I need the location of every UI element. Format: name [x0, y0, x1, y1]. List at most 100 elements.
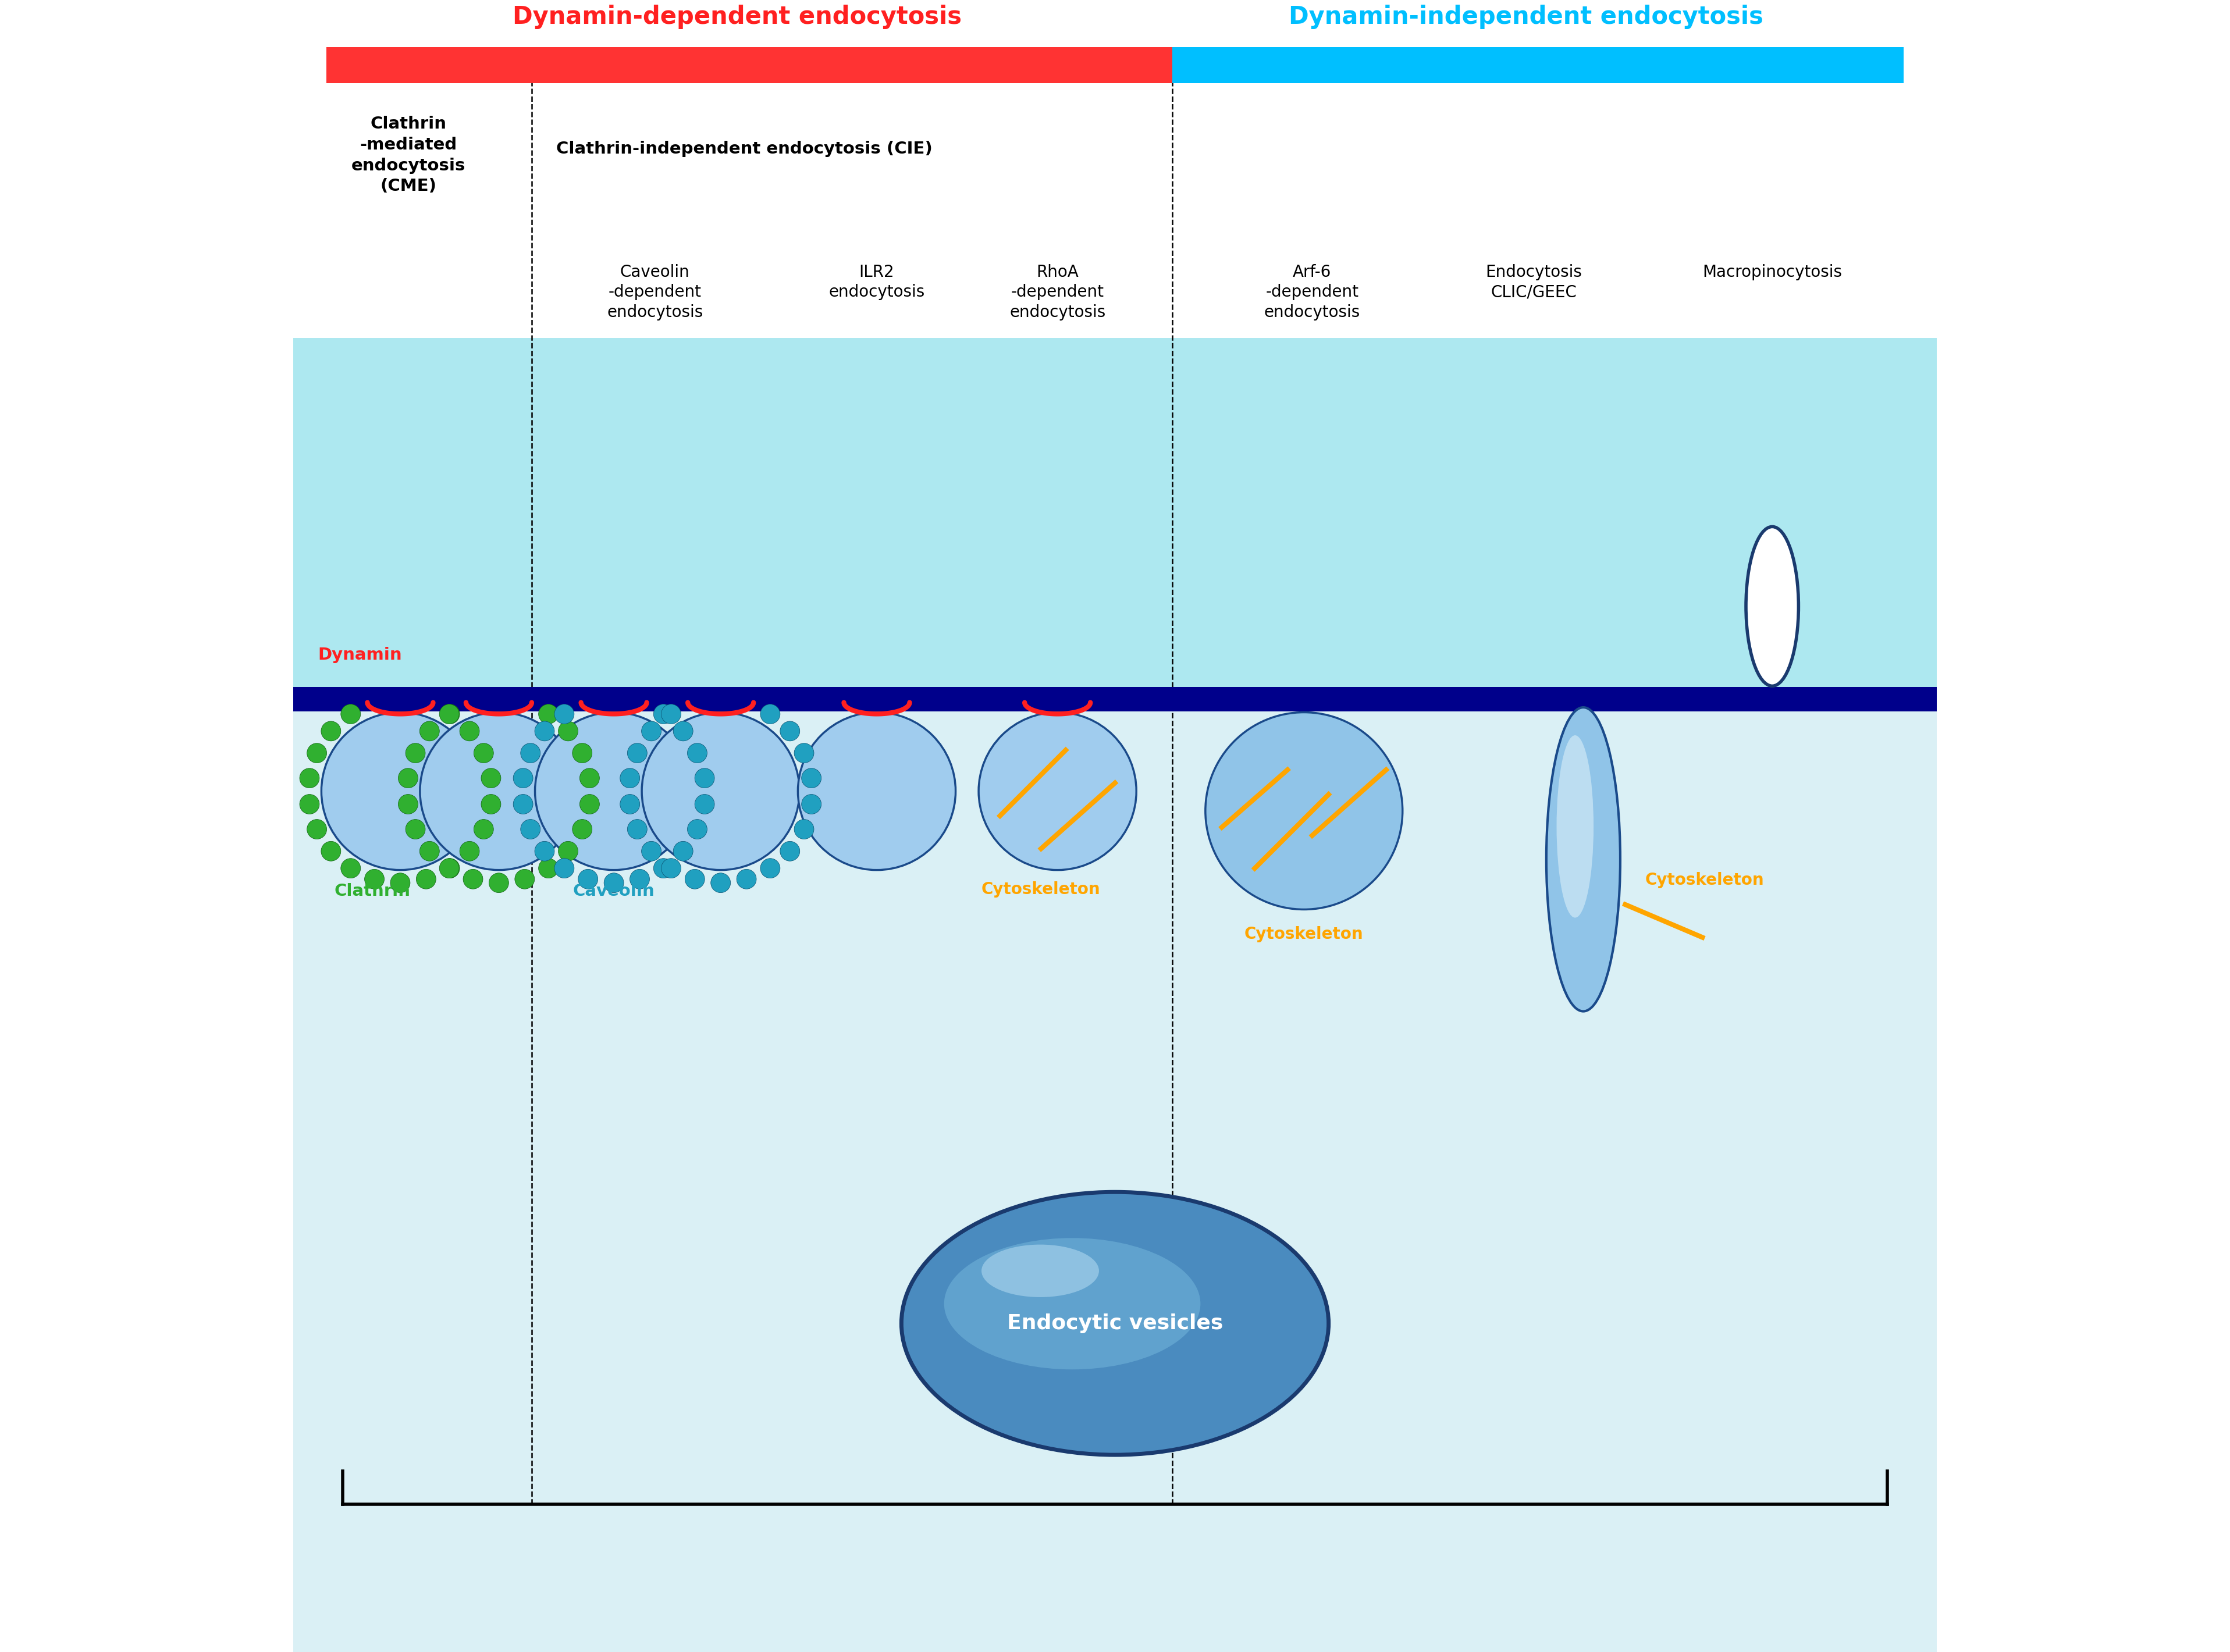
Circle shape	[696, 795, 714, 814]
Circle shape	[513, 795, 533, 814]
Circle shape	[299, 795, 319, 814]
Text: Macropinocytosis: Macropinocytosis	[1701, 264, 1842, 281]
Text: Cytoskeleton: Cytoskeleton	[981, 882, 1102, 897]
Text: Clathrin
-mediated
endocytosis
(CME): Clathrin -mediated endocytosis (CME)	[352, 116, 466, 195]
Circle shape	[662, 859, 680, 879]
Circle shape	[419, 712, 578, 871]
Circle shape	[558, 722, 578, 742]
Circle shape	[513, 768, 533, 788]
Ellipse shape	[943, 1237, 1200, 1370]
Ellipse shape	[901, 1193, 1329, 1455]
Text: Endocytosis
CLIC/GEEC: Endocytosis CLIC/GEEC	[1485, 264, 1583, 301]
Text: Endocytic vesicles: Endocytic vesicles	[1008, 1313, 1222, 1333]
Circle shape	[620, 795, 640, 814]
Ellipse shape	[981, 1244, 1099, 1297]
Bar	[1173, 46, 1904, 83]
Circle shape	[780, 841, 801, 861]
Circle shape	[419, 722, 439, 742]
Circle shape	[798, 712, 957, 871]
Circle shape	[642, 722, 662, 742]
Circle shape	[299, 768, 319, 788]
Circle shape	[558, 841, 578, 861]
Circle shape	[417, 869, 435, 889]
Circle shape	[642, 712, 801, 871]
Circle shape	[685, 869, 705, 889]
Circle shape	[801, 795, 821, 814]
Circle shape	[439, 859, 459, 879]
Circle shape	[673, 841, 694, 861]
Circle shape	[341, 859, 361, 879]
Circle shape	[642, 841, 662, 861]
Circle shape	[629, 869, 649, 889]
Circle shape	[321, 841, 341, 861]
Circle shape	[406, 819, 426, 839]
Text: Dynamin-independent endocytosis: Dynamin-independent endocytosis	[1289, 5, 1764, 28]
Circle shape	[482, 768, 502, 788]
Circle shape	[363, 869, 384, 889]
Bar	[294, 687, 1936, 712]
Text: Dynamin: Dynamin	[319, 646, 401, 662]
Circle shape	[653, 704, 673, 724]
Circle shape	[520, 819, 540, 839]
Text: ILR2
endocytosis: ILR2 endocytosis	[830, 264, 925, 301]
Circle shape	[308, 819, 328, 839]
Text: Cytoskeleton: Cytoskeleton	[1646, 872, 1764, 889]
Circle shape	[390, 872, 410, 892]
Circle shape	[473, 819, 493, 839]
Circle shape	[580, 768, 600, 788]
Text: Clathrin: Clathrin	[334, 884, 410, 899]
Circle shape	[620, 768, 640, 788]
Circle shape	[711, 872, 731, 892]
Text: Caveolin: Caveolin	[573, 884, 656, 899]
Bar	[326, 46, 1173, 83]
Circle shape	[627, 743, 647, 763]
Circle shape	[482, 795, 502, 814]
Circle shape	[321, 712, 479, 871]
Text: Dynamin-dependent endocytosis: Dynamin-dependent endocytosis	[513, 5, 961, 28]
Circle shape	[537, 704, 558, 724]
Circle shape	[578, 869, 598, 889]
Circle shape	[573, 819, 593, 839]
Circle shape	[341, 704, 361, 724]
Circle shape	[459, 722, 479, 742]
Text: Cytoskeleton: Cytoskeleton	[1244, 925, 1363, 942]
Circle shape	[473, 743, 493, 763]
Circle shape	[464, 869, 484, 889]
Circle shape	[801, 768, 821, 788]
Circle shape	[653, 859, 673, 879]
Bar	[294, 699, 1936, 1652]
Circle shape	[321, 722, 341, 742]
Circle shape	[555, 859, 573, 879]
Circle shape	[459, 841, 479, 861]
Circle shape	[439, 704, 459, 724]
Circle shape	[673, 722, 694, 742]
Bar	[294, 10, 1936, 337]
Circle shape	[535, 841, 555, 861]
Circle shape	[537, 859, 558, 879]
Circle shape	[794, 743, 814, 763]
Circle shape	[780, 722, 801, 742]
Circle shape	[515, 869, 535, 889]
Circle shape	[520, 743, 540, 763]
Circle shape	[535, 722, 555, 742]
Circle shape	[736, 869, 756, 889]
Circle shape	[687, 743, 707, 763]
Text: Clathrin-independent endocytosis (CIE): Clathrin-independent endocytosis (CIE)	[555, 140, 932, 157]
Circle shape	[308, 743, 328, 763]
Text: Caveolin
-dependent
endocytosis: Caveolin -dependent endocytosis	[607, 264, 702, 320]
Ellipse shape	[1545, 707, 1621, 1011]
Circle shape	[439, 704, 459, 724]
Circle shape	[760, 859, 780, 879]
Circle shape	[760, 704, 780, 724]
Circle shape	[604, 872, 624, 892]
Circle shape	[979, 712, 1137, 871]
Circle shape	[535, 712, 694, 871]
Text: RhoA
-dependent
endocytosis: RhoA -dependent endocytosis	[1010, 264, 1106, 320]
Circle shape	[399, 795, 417, 814]
Text: Arf-6
-dependent
endocytosis: Arf-6 -dependent endocytosis	[1264, 264, 1360, 320]
Ellipse shape	[1557, 735, 1594, 917]
Circle shape	[406, 743, 426, 763]
Bar	[294, 337, 1936, 699]
Circle shape	[580, 795, 600, 814]
Ellipse shape	[1746, 527, 1800, 686]
